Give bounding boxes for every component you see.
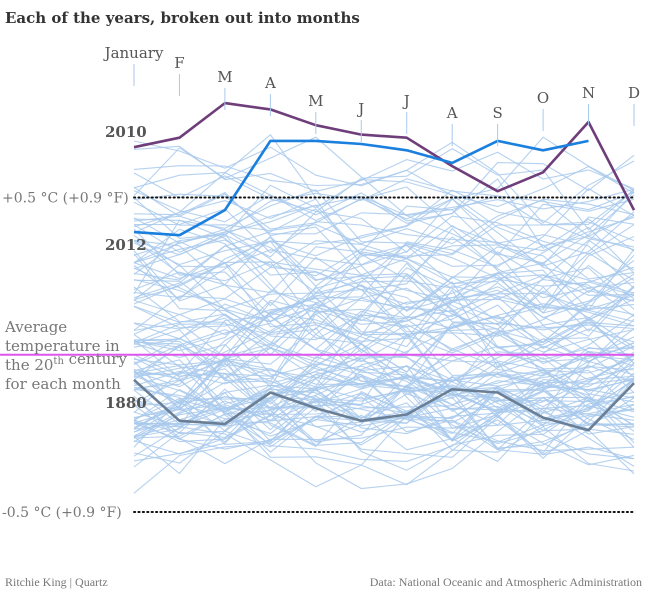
series-line-2010 — [133, 101, 636, 211]
background-year-line — [133, 154, 635, 222]
month-label: M — [217, 68, 232, 86]
background-year-line — [133, 147, 635, 258]
average-label-sup: th — [53, 356, 64, 367]
background-year-line — [133, 298, 635, 381]
background-year-line — [133, 234, 635, 268]
background-year-line — [133, 208, 635, 266]
background-year-line — [133, 356, 635, 426]
background-year-line — [133, 239, 635, 356]
background-year-line — [133, 301, 635, 373]
credit-right: Data: National Oceanic and Atmospheric A… — [370, 575, 642, 589]
average-label-part: temperature in — [5, 337, 120, 355]
month-label: O — [537, 89, 549, 107]
background-year-line — [133, 373, 635, 453]
background-year-line — [133, 178, 635, 244]
credit-left: Ritchie King | Quartz — [5, 575, 108, 589]
month-label: N — [582, 84, 595, 102]
background-year-line — [133, 193, 635, 289]
background-year-line — [133, 264, 635, 341]
background-year-line — [133, 189, 635, 266]
background-year-line — [133, 355, 635, 411]
background-year-line — [133, 211, 635, 268]
background-year-line — [133, 365, 635, 410]
series-line-2012 — [133, 139, 589, 237]
background-year-line — [133, 290, 635, 386]
month-label: S — [492, 104, 502, 122]
chart-title: Each of the years, broken out into month… — [5, 9, 360, 27]
year-label-2012: 2012 — [105, 236, 147, 254]
background-year-line — [133, 252, 635, 334]
background-year-line — [133, 178, 635, 280]
background-year-line — [133, 363, 635, 443]
background-year-line — [133, 365, 635, 431]
reference-label: +0.5 °C (+0.9 °F) — [2, 191, 129, 207]
background-year-lines — [133, 133, 635, 494]
month-label: January — [103, 44, 164, 62]
background-year-line — [133, 136, 635, 253]
reference-lines — [133, 196, 635, 513]
month-labels: January F M A M J J A S O N D — [103, 44, 640, 146]
background-year-line — [133, 329, 635, 406]
background-year-line — [133, 322, 635, 363]
background-year-line — [133, 273, 635, 405]
background-year-line — [133, 389, 635, 446]
average-label-part: century — [64, 350, 128, 368]
background-year-line — [133, 328, 635, 437]
background-year-line — [133, 385, 635, 445]
month-label: D — [628, 84, 640, 102]
year-label-1880: 1880 — [105, 394, 147, 412]
background-year-line — [133, 369, 635, 472]
month-label: F — [174, 54, 184, 72]
background-year-line — [133, 391, 635, 466]
background-year-line — [133, 187, 635, 299]
year-labels: 2010 2012 1880 — [105, 123, 147, 412]
average-label-part: for each month — [5, 375, 121, 393]
average-label-line: for each month — [5, 375, 121, 393]
background-year-line — [133, 215, 635, 313]
background-year-line — [133, 262, 635, 363]
average-label-line: temperature in — [5, 337, 120, 355]
highlight-year-lines — [133, 101, 636, 432]
background-year-line — [133, 303, 635, 383]
background-year-line — [133, 368, 635, 432]
background-year-line — [133, 371, 635, 435]
background-year-line — [133, 145, 635, 192]
series-line-1880 — [133, 378, 635, 432]
background-year-line — [133, 240, 635, 335]
month-label: J — [402, 92, 410, 110]
background-year-line — [133, 406, 635, 486]
month-label: J — [356, 100, 364, 118]
background-year-line — [133, 266, 635, 322]
month-label: A — [264, 74, 276, 92]
background-year-line — [133, 396, 635, 452]
background-year-line — [133, 358, 635, 448]
background-year-line — [133, 140, 635, 224]
month-label: A — [446, 104, 458, 122]
year-label-2010: 2010 — [105, 123, 147, 141]
background-year-line — [133, 194, 635, 281]
reference-label: -0.5 °C (+0.9 °F) — [2, 505, 122, 521]
average-label-line: Average — [4, 318, 67, 336]
background-year-line — [133, 228, 635, 330]
background-year-line — [133, 372, 635, 462]
background-year-line — [133, 189, 635, 255]
background-year-line — [133, 274, 635, 348]
average-label-line: the 20th century — [5, 350, 127, 374]
background-year-line — [133, 313, 635, 393]
background-year-line — [133, 286, 635, 360]
background-year-line — [133, 240, 635, 337]
background-year-line — [133, 198, 635, 301]
background-year-line — [133, 314, 635, 391]
reference-labels: +0.5 °C (+0.9 °F) -0.5 °C (+0.9 °F) — [2, 191, 129, 522]
background-year-line — [133, 198, 635, 266]
background-year-line — [133, 243, 635, 314]
background-year-line — [133, 186, 635, 252]
month-label: M — [308, 92, 323, 110]
average-label-part: the 20 — [5, 356, 53, 374]
background-year-line — [133, 325, 635, 428]
average-label-part: Average — [4, 318, 67, 336]
